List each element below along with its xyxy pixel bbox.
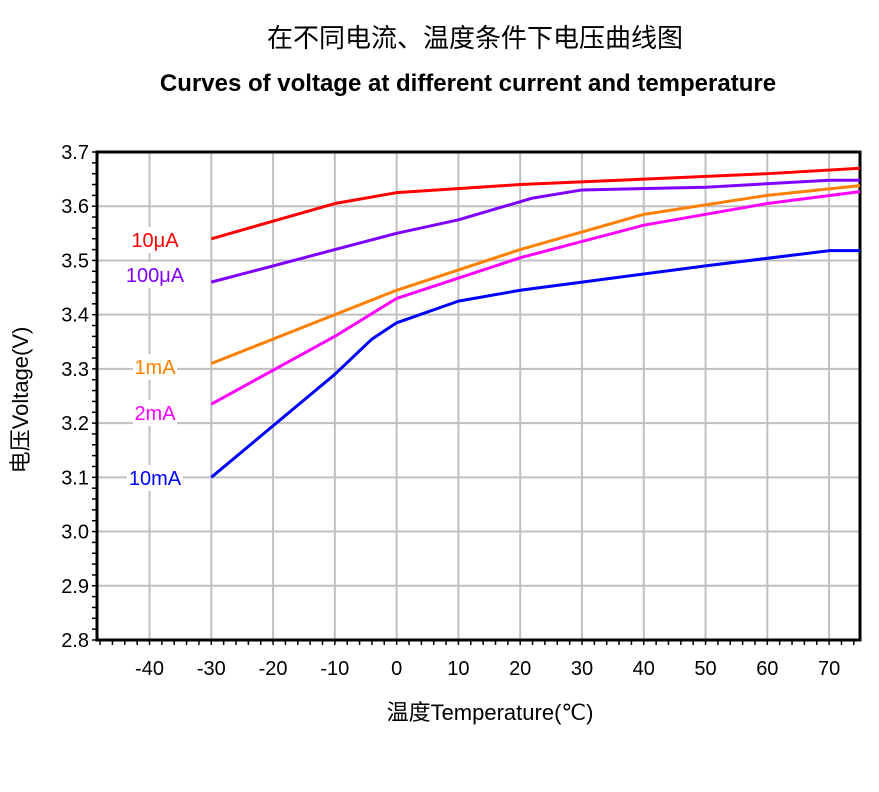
y-axis-label: 电压Voltage(V) bbox=[8, 327, 33, 474]
x-tick-label: 30 bbox=[571, 658, 593, 680]
x-tick-label: 10 bbox=[447, 658, 469, 680]
x-tick-label: -40 bbox=[135, 658, 164, 680]
x-tick-label: -20 bbox=[259, 658, 288, 680]
series-line-2mA bbox=[210, 190, 861, 406]
x-tick-label: -30 bbox=[197, 658, 226, 680]
chart-subtitle: Curves of voltage at different current a… bbox=[159, 70, 777, 97]
x-tick-label: 40 bbox=[633, 658, 655, 680]
y-tick-label: 2.8 bbox=[61, 630, 89, 652]
y-tick-label: 3.4 bbox=[61, 305, 89, 327]
y-tick-label: 3.1 bbox=[61, 467, 89, 489]
x-tick-label: -10 bbox=[320, 658, 349, 680]
y-tick-label: 3.6 bbox=[61, 196, 89, 218]
x-tick-label: 60 bbox=[756, 658, 778, 680]
x-tick-label: 0 bbox=[391, 658, 402, 680]
plot-frame bbox=[95, 150, 862, 642]
series-label: 10mA bbox=[129, 468, 182, 490]
series-label-background bbox=[133, 354, 177, 380]
y-tick-label: 3.7 bbox=[61, 142, 89, 164]
x-tick-label: 70 bbox=[818, 658, 840, 680]
x-axis-label: 温度Temperature(℃) bbox=[387, 700, 594, 725]
series-line-1mA bbox=[210, 184, 861, 365]
y-tick-label: 3.3 bbox=[61, 359, 89, 381]
x-tick-label: 50 bbox=[694, 658, 716, 680]
series-label-background bbox=[121, 262, 189, 288]
x-tick-label: 20 bbox=[509, 658, 531, 680]
series-label: 100μA bbox=[126, 265, 185, 287]
series-label-background bbox=[127, 465, 183, 491]
series-label: 10μA bbox=[131, 230, 179, 252]
series-line-100μA bbox=[210, 178, 860, 284]
chart-title: 在不同电流、温度条件下电压曲线图 bbox=[266, 24, 683, 54]
series-line-10μA bbox=[210, 166, 861, 241]
series-label-background bbox=[127, 227, 183, 253]
series-label-background bbox=[133, 400, 177, 426]
series-line-10mA bbox=[210, 249, 860, 479]
y-tick-label: 3.5 bbox=[61, 250, 89, 272]
y-tick-label: 3.2 bbox=[61, 413, 89, 435]
y-tick-label: 3.0 bbox=[61, 522, 89, 544]
series-label: 1mA bbox=[134, 357, 176, 379]
y-tick-label: 2.9 bbox=[61, 576, 89, 598]
series-label: 2mA bbox=[134, 403, 176, 425]
